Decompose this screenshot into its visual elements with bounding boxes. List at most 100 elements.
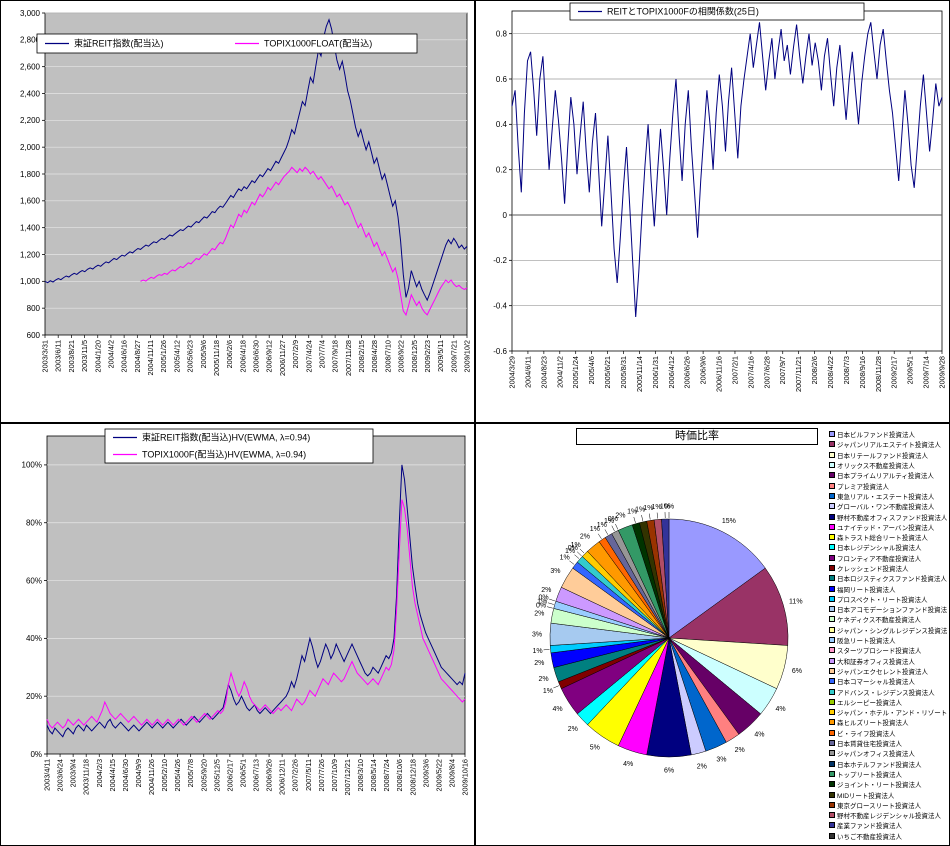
- legend-label: 東証REIT指数(配当込)HV(EWMA, λ=0.94): [142, 432, 310, 443]
- x-tick-label: 2005/6/23: [186, 340, 195, 372]
- pie-percent-label: 1%: [560, 555, 570, 562]
- pie-label-leader: [611, 525, 615, 532]
- x-tick-label: 2009/8/4: [447, 759, 456, 787]
- x-tick-label: 2004/4/2: [106, 340, 115, 368]
- legend-label: 日本コマーシャル投資法人: [837, 679, 915, 687]
- x-tick-label: 2009/2/17: [890, 356, 899, 388]
- x-tick-label: 2008/10/6: [395, 759, 404, 791]
- pie-legend-item: スターツプロシード投資法人: [829, 645, 947, 655]
- legend-swatch-icon: [829, 822, 835, 829]
- legend-swatch-icon: [829, 492, 835, 499]
- x-tick-label: 2008/11/28: [874, 356, 883, 392]
- x-tick-label: 2003/6/11: [54, 340, 63, 372]
- legend-label: エルシーピー投資法人: [837, 699, 902, 707]
- x-tick-label: 2008/4/22: [826, 356, 835, 388]
- pie-legend-item: グローバル・ワン不動産投資法人: [829, 501, 947, 511]
- y-tick-label: 800: [27, 304, 41, 313]
- pie-legend-item: ケネディクス不動産投資法人: [829, 614, 947, 624]
- pie-percent-label: 2%: [697, 763, 707, 770]
- pie-percent-label: 0%: [664, 503, 674, 510]
- x-tick-label: 2008/9/16: [858, 356, 867, 388]
- x-tick-label: 2003/8/21: [67, 340, 76, 372]
- pie-label-leader: [574, 554, 580, 559]
- pie-legend-item: ジャパン・シングルレジデンス投資法人: [829, 625, 947, 635]
- chart-panel-market-cap-pie[interactable]: 時価比率 15% 11% 6% 4% 4% 2% 3% 2% 6% 4% 5% 2% 4% 1% 2% 2% 1…: [475, 423, 950, 846]
- x-tick-label: 2007/9/7: [778, 356, 787, 384]
- x-tick-label: 2004/6/11: [523, 356, 532, 388]
- series-line[interactable]: [46, 464, 466, 738]
- legend-swatch-icon: [829, 637, 835, 644]
- x-tick-label: 2006/5/1: [238, 759, 247, 787]
- y-tick-label: 1,800: [20, 170, 41, 179]
- legend-label: ジャパンオフィス投資法人: [837, 751, 915, 759]
- y-tick-label: -0.4: [493, 301, 507, 310]
- pie-percent-label: 1%: [565, 548, 575, 555]
- pie-slice[interactable]: [661, 518, 670, 639]
- legend-swatch-icon: [829, 565, 835, 571]
- x-tick-label: 2005/11/18: [212, 340, 221, 376]
- y-tick-label: 1,000: [20, 277, 41, 286]
- legend-swatch-icon: [829, 781, 835, 788]
- y-tick-label: 0.6: [496, 75, 508, 84]
- x-tick-label: 2004/8/27: [133, 340, 142, 372]
- pie-legend-item: いちご不動産投資法人: [829, 831, 947, 841]
- pie-legend-item: プレミア投資法人: [829, 480, 947, 491]
- legend-swatch-icon: [829, 595, 835, 602]
- x-tick-label: 2004/8/23: [539, 356, 548, 388]
- series-line[interactable]: [140, 166, 468, 317]
- pie-percent-label: 1%: [627, 509, 637, 516]
- x-tick-label: 2007/10/9: [330, 759, 339, 791]
- x-tick-label: 2007/7/4: [317, 340, 326, 368]
- chart-panel-correlation[interactable]: -0.6 -0.4 -0.2 0 0.2 0.4 0.6 0.8 2004/3/29 2004/6…: [475, 0, 950, 423]
- pie-slice[interactable]: [668, 518, 766, 639]
- legend-label: 福岡リート投資法人: [837, 586, 896, 594]
- pie-legend-item: 日本コマーシャル投資法人: [829, 676, 947, 686]
- chart-panel-reit-index[interactable]: 600 800 1,000 1,200 1,400 1,600 1,800 2,000 2,20…: [0, 0, 475, 423]
- pie-legend-item: 日本賃貸住宅投資法人: [829, 738, 947, 748]
- pie-legend-item: アドバンス・レジデンス投資法人: [829, 686, 947, 697]
- legend-label: ケネディクス不動産投資法人: [837, 617, 921, 625]
- pie-percent-label: 0%: [608, 516, 618, 523]
- y-tick-label: 2,200: [20, 116, 41, 125]
- x-tick-label: 2009/10/16: [461, 759, 470, 796]
- chart-panel-volatility[interactable]: 0% 20% 40% 60% 80% 100% 2003/4/11 2003/6/24 2003…: [0, 423, 475, 846]
- x-tick-label: 2003/6/24: [56, 759, 65, 791]
- y-tick-label: 600: [27, 331, 41, 340]
- x-tick-label: 2004/4/15: [108, 759, 117, 791]
- pie-percent-label: 2%: [735, 747, 745, 754]
- y-tick-label: 2,600: [20, 62, 41, 71]
- pie-percent-label: 1%: [660, 504, 670, 511]
- pie-legend-item: ユナイテッド・アーバン投資法人: [829, 522, 947, 532]
- pie-percent-label: 1%: [604, 518, 614, 525]
- pie-percent-label: 1%: [652, 504, 662, 511]
- pie-percent-label: 1%: [571, 542, 581, 549]
- y-tick-label: 0.8: [496, 29, 508, 38]
- x-tick-label: 2003/9/4: [69, 759, 78, 787]
- y-tick-label: 2,400: [20, 89, 41, 98]
- pie-legend-item: 野村不動産レジデンシャル投資法人: [829, 810, 947, 820]
- legend-label: プロスペクト・リート投資法人: [837, 596, 928, 604]
- pie-percent-label: 1%: [597, 522, 607, 529]
- pie-legend-item: エルシーピー投資法人: [829, 697, 947, 707]
- x-tick-label: 2008/7/10: [383, 340, 392, 372]
- y-tick-label: -0.2: [493, 256, 507, 265]
- x-tick-label: 2006/9/12: [265, 340, 274, 372]
- legend-swatch-icon: [829, 760, 835, 767]
- pie-legend-item: 日本プライムリアルティ投資法人: [829, 470, 947, 480]
- legend-label: ユナイテッド・アーバン投資法人: [837, 524, 935, 532]
- series-line[interactable]: [44, 18, 468, 302]
- plot-area: [46, 435, 466, 755]
- series-line[interactable]: [511, 22, 943, 318]
- x-tick-label: 2004/2/3: [95, 759, 104, 787]
- legend-swatch-icon: [829, 770, 835, 777]
- legend-label: 日本ロジスティクスファンド投資法人: [837, 576, 947, 584]
- pie-slice[interactable]: [668, 567, 789, 646]
- x-tick-label: 2005/11/14: [635, 356, 644, 392]
- pie-label-leader: [576, 551, 582, 557]
- pie-legend-item: 東京グロースリート投資法人: [829, 800, 947, 810]
- legend-swatch-icon: [829, 698, 835, 705]
- series-line[interactable]: [46, 499, 466, 729]
- x-tick-label: 2007/12/21: [343, 759, 352, 796]
- pie-percent-label: 6%: [792, 668, 802, 675]
- x-tick-label: 2003/3/31: [41, 340, 50, 372]
